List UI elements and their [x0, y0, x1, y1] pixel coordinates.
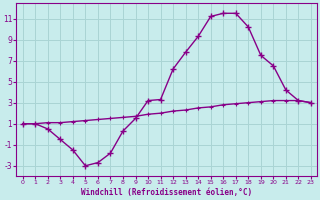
X-axis label: Windchill (Refroidissement éolien,°C): Windchill (Refroidissement éolien,°C): [81, 188, 252, 197]
